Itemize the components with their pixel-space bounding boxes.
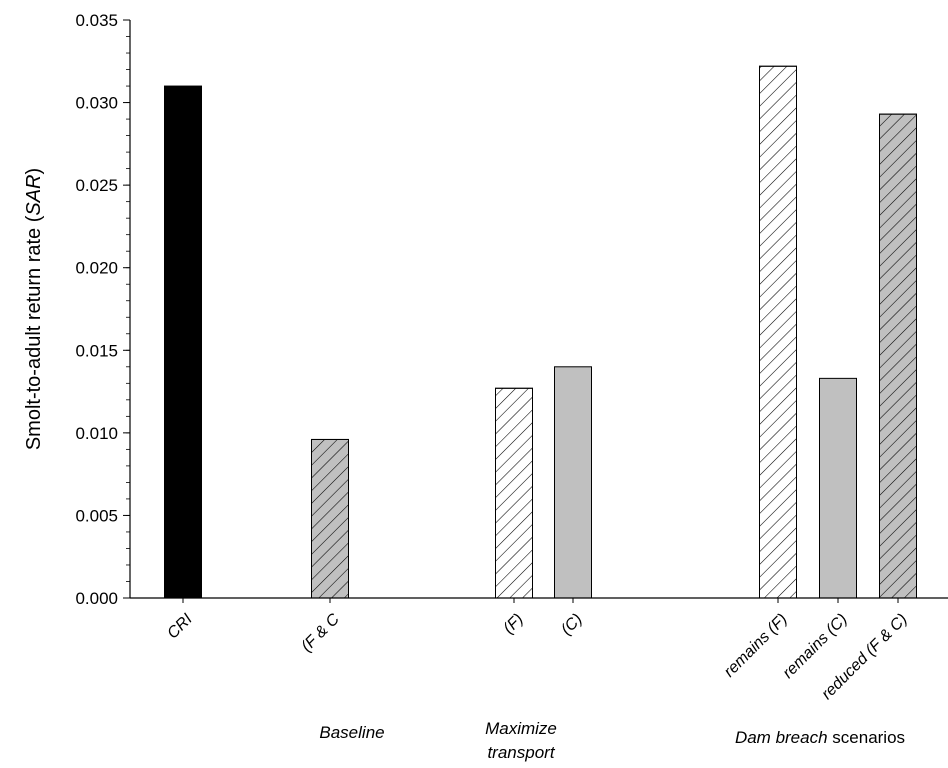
- group-label-line2: transport: [487, 743, 555, 762]
- bar-hatch: [311, 438, 349, 599]
- bar: [164, 85, 202, 599]
- bar-hatch: [879, 113, 917, 599]
- group-label: Dam breach scenarios: [735, 728, 905, 747]
- y-tick-label: 0.015: [75, 341, 118, 360]
- group-label: Baseline: [319, 723, 384, 742]
- category-label: (F): [500, 611, 526, 637]
- axes-layer: [123, 19, 948, 603]
- y-tick-label: 0.005: [75, 506, 118, 525]
- y-tick-label: 0.000: [75, 589, 118, 608]
- bar-hatch: [759, 65, 797, 599]
- category-label: (F & C: [298, 610, 343, 655]
- y-tick-label: 0.010: [75, 424, 118, 443]
- category-label: (C): [558, 611, 586, 639]
- y-tick-label: 0.025: [75, 176, 118, 195]
- bar-hatch: [495, 387, 533, 599]
- y-axis-title: Smolt-to-adult return rate (SAR): [23, 168, 45, 450]
- bars-layer: [164, 65, 917, 599]
- bar: [819, 377, 857, 599]
- group-label: Maximize: [485, 719, 557, 738]
- y-tick-label: 0.020: [75, 259, 118, 278]
- category-label: CRI: [164, 610, 196, 642]
- y-tick-label: 0.035: [75, 11, 118, 30]
- bar: [554, 366, 592, 599]
- y-tick-label: 0.030: [75, 94, 118, 113]
